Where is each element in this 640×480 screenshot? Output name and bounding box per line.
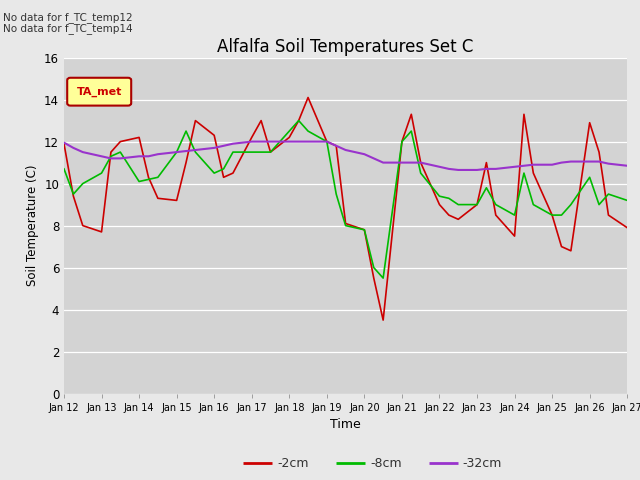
Text: -2cm: -2cm xyxy=(277,456,308,470)
Text: -32cm: -32cm xyxy=(463,456,502,470)
Title: Alfalfa Soil Temperatures Set C: Alfalfa Soil Temperatures Set C xyxy=(218,38,474,56)
Text: No data for f_TC_temp12: No data for f_TC_temp12 xyxy=(3,12,133,23)
Text: -8cm: -8cm xyxy=(370,456,401,470)
X-axis label: Time: Time xyxy=(330,418,361,431)
Text: TA_met: TA_met xyxy=(77,86,122,97)
Text: No data for f_TC_temp14: No data for f_TC_temp14 xyxy=(3,23,133,34)
Y-axis label: Soil Temperature (C): Soil Temperature (C) xyxy=(26,165,38,287)
